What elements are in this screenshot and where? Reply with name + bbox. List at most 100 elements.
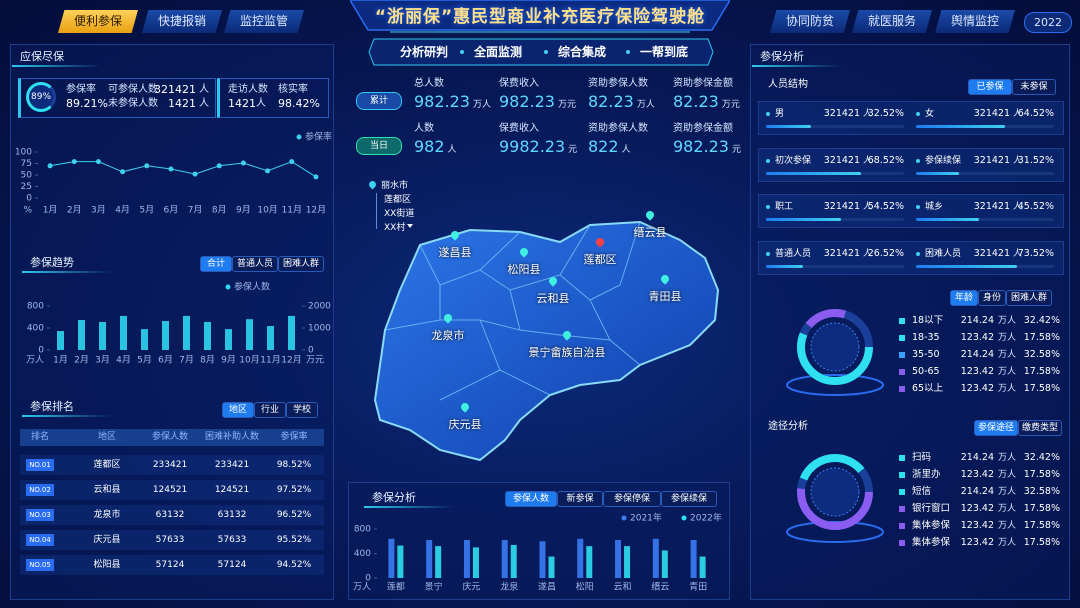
kpi-value: 9982.23	[499, 137, 566, 156]
tab[interactable]: 合计	[200, 256, 232, 272]
kpi-value-wrap: 82.23 万元	[673, 93, 740, 114]
tab[interactable]: 未参保	[1012, 79, 1056, 95]
list-label: 18以下	[912, 315, 944, 326]
section-title: 应保尽保	[20, 50, 64, 63]
point	[265, 168, 271, 174]
kpi-value-wrap: 982.23 元	[673, 138, 741, 159]
kpi-label: 资助参保金额	[673, 123, 733, 134]
row-unit: 人	[1013, 202, 1023, 212]
tab[interactable]: 地区	[222, 402, 254, 418]
list-label: 银行窗口	[912, 503, 951, 514]
breadcrumb: XX街道	[384, 209, 415, 219]
tab[interactable]: 参保人数	[505, 491, 557, 507]
point	[192, 171, 198, 177]
x-tick-label: 6月	[158, 355, 173, 366]
point	[71, 159, 77, 165]
x-tick-label: 11月	[282, 205, 302, 216]
kpi-value-wrap: 982.23 万元	[499, 93, 576, 114]
rank-badge: NO.04	[26, 534, 54, 546]
list-unit: 万人	[998, 384, 1017, 394]
nav-tab[interactable]: 监控监管	[224, 10, 304, 33]
list-pct: 17.58%	[1023, 537, 1060, 548]
year-select[interactable]: 2022	[1024, 12, 1072, 33]
tab[interactable]: 困难人群	[1006, 290, 1052, 306]
table-header: 困难补助人数	[204, 432, 260, 442]
structure-row	[758, 240, 1064, 275]
tab[interactable]: 普通人员	[232, 256, 278, 272]
table-cell: 124521	[214, 485, 250, 495]
legend-swatch	[899, 506, 905, 512]
region-label: 缙云县	[633, 226, 667, 239]
table-cell: 97.52%	[276, 485, 312, 495]
left-panel	[10, 44, 334, 600]
map	[373, 220, 720, 462]
stat-unit: 人	[199, 84, 209, 95]
dropdown-caret	[407, 224, 413, 228]
point	[289, 159, 295, 165]
bar	[225, 329, 232, 350]
tab[interactable]: 行业	[254, 402, 286, 418]
tab[interactable]: 参保途径	[974, 420, 1018, 436]
breadcrumb-line	[376, 193, 377, 229]
point	[240, 160, 246, 166]
donut-age	[786, 309, 884, 396]
x-tick-label: 3月	[91, 205, 106, 216]
y2-axis-label: 万元	[306, 356, 324, 366]
point	[216, 163, 222, 169]
nav-tab[interactable]: 快捷报销	[142, 10, 222, 33]
stat-unit: 人	[256, 98, 266, 109]
x-tick-label: 12月	[306, 205, 326, 216]
tab[interactable]: 年龄	[950, 290, 978, 306]
nav-tab[interactable]: 便利参保	[58, 10, 138, 33]
table-header: 参保人数	[151, 432, 189, 442]
x-tick-label: 3月	[95, 355, 110, 366]
tab[interactable]: 身份	[978, 290, 1006, 306]
list-pct: 17.58%	[1023, 383, 1060, 394]
x-tick-label: 11月	[260, 355, 280, 366]
point	[144, 163, 150, 169]
rank-badge: NO.02	[26, 484, 54, 496]
breadcrumb: 丽水市	[381, 181, 409, 191]
x-tick-label: 1月	[43, 205, 58, 216]
kpi-value-wrap: 82.23 万人	[588, 93, 655, 114]
nav-tab[interactable]: 就医服务	[852, 10, 932, 33]
row-label: 城乡	[925, 202, 944, 212]
kpi-label: 人数	[414, 123, 434, 134]
x-tick-label: 7月	[179, 355, 194, 366]
section-underline	[364, 506, 454, 508]
y-tick-label: 100	[15, 148, 32, 158]
row-label: 初次参保	[775, 155, 812, 166]
section-title: 参保排名	[30, 400, 74, 413]
list-value: 123.42	[960, 383, 994, 394]
kpi-value-wrap: 9982.23 元	[499, 138, 577, 159]
y-axis-label: 万人	[26, 355, 44, 366]
list-pct: 17.58%	[1023, 503, 1060, 514]
region-label: 景宁畲族自治县	[528, 346, 606, 359]
tab[interactable]: 学校	[286, 402, 318, 418]
nav-tab[interactable]: 协同防贫	[770, 10, 850, 33]
x-tick-label: 10月	[257, 205, 277, 216]
table-cell: 94.52%	[276, 560, 312, 570]
period-button[interactable]: 当日	[356, 137, 402, 155]
bar	[397, 545, 404, 578]
kpi-value-wrap: 982.23 万人	[414, 93, 491, 114]
tab[interactable]: 参保续保	[661, 491, 717, 507]
period-button[interactable]: 累计	[356, 92, 402, 110]
subnav-frame	[368, 38, 714, 66]
tab[interactable]: 参保停保	[603, 491, 661, 507]
tab[interactable]: 新参保	[557, 491, 603, 507]
bullet	[916, 205, 920, 209]
legend-label: 参保人数	[234, 281, 270, 293]
kpi-unit: 万人	[636, 100, 655, 110]
subnav-item: 全面监测	[473, 45, 523, 59]
nav-tab[interactable]: 舆情监控	[935, 10, 1015, 33]
tab[interactable]: 缴费类型	[1018, 420, 1062, 436]
x-tick-label: 8月	[200, 355, 215, 366]
legend-label: 2021年	[630, 512, 662, 524]
list-label: 集体参保	[912, 537, 951, 548]
y2-tick-label: 1000	[308, 324, 331, 334]
tab[interactable]: 已参保	[968, 79, 1012, 95]
tab[interactable]: 困难人群	[278, 256, 324, 272]
table-cell: 63132	[217, 510, 247, 520]
